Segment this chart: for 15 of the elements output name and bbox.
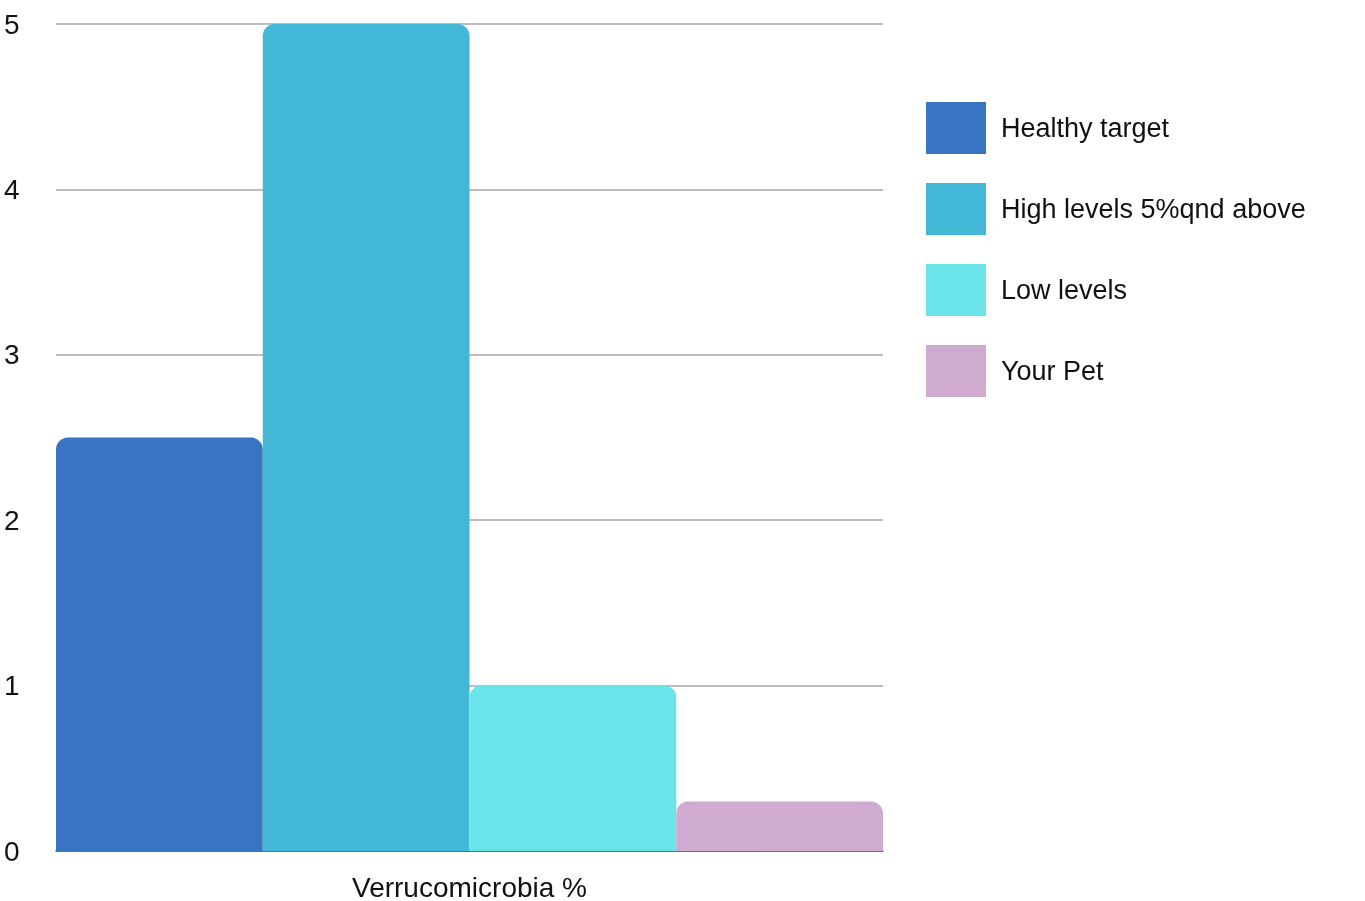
y-tick-label: 5 [4, 8, 20, 40]
y-tick-label: 2 [4, 504, 20, 536]
y-tick-label: 0 [4, 835, 20, 867]
bar [676, 801, 883, 851]
legend-label: Low levels [1001, 275, 1128, 305]
bar [469, 685, 677, 851]
x-tick-label: Verrucomicrobia % [352, 871, 587, 901]
y-tick-label: 4 [4, 173, 20, 205]
bar [262, 24, 470, 851]
y-tick-label: 1 [4, 670, 20, 702]
bar [56, 437, 263, 851]
legend-label: High levels 5%qnd above [1001, 194, 1306, 224]
y-tick-label: 3 [4, 339, 20, 371]
legend-label: Your Pet [1001, 356, 1105, 386]
legend-label: Healthy target [1001, 113, 1170, 143]
